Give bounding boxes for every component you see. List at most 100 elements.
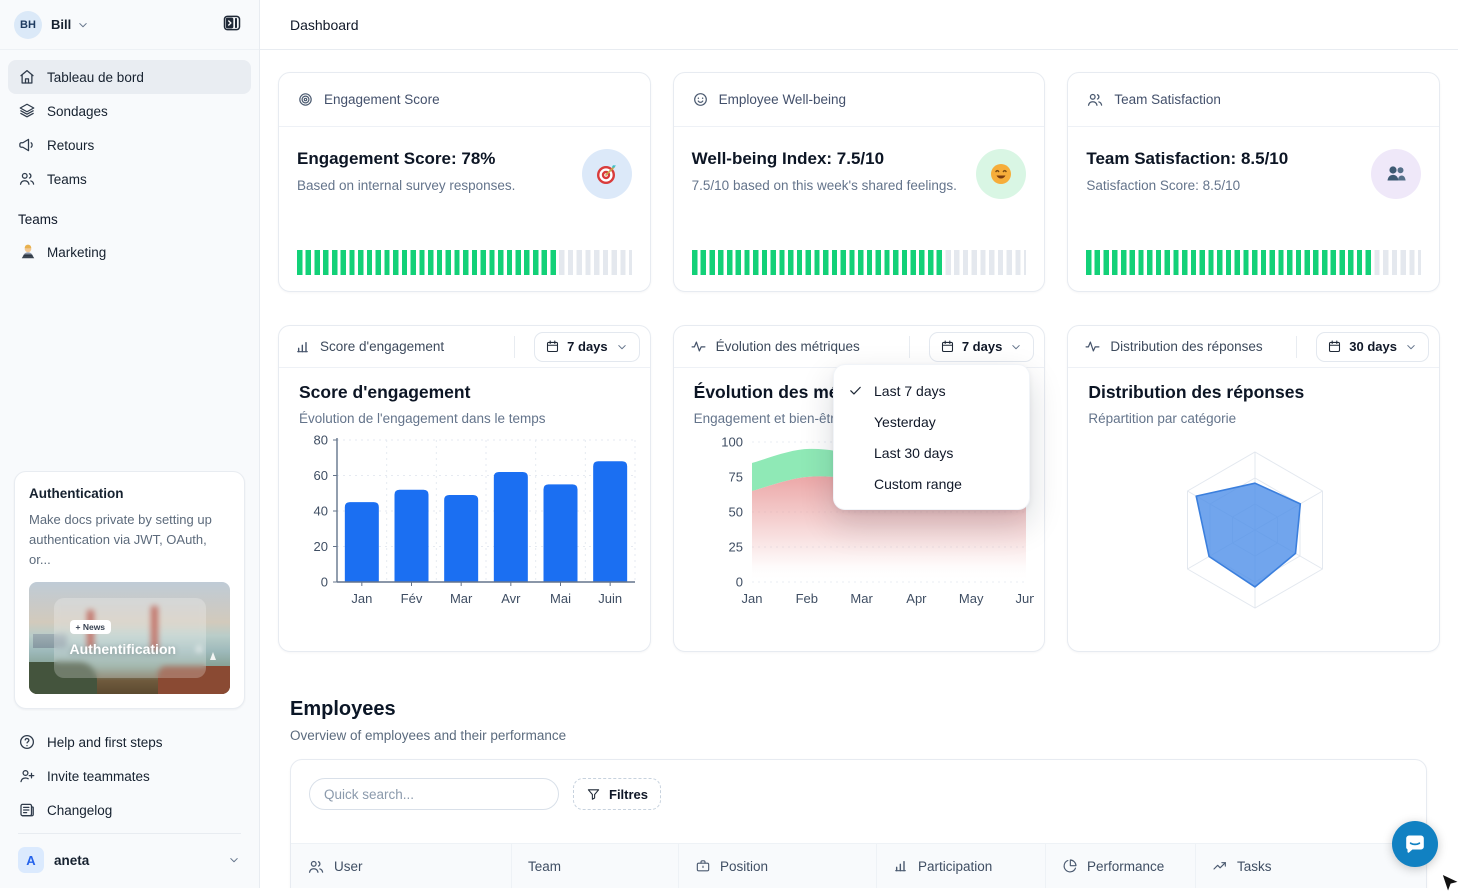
- svg-text:0: 0: [321, 575, 328, 590]
- sidebar-item-changelog[interactable]: Changelog: [8, 793, 251, 827]
- menu-item-last-7-days[interactable]: Last 7 days: [834, 375, 1029, 406]
- svg-text:Apr: Apr: [906, 591, 927, 606]
- sidebar-item-retours[interactable]: Retours: [8, 128, 251, 162]
- svg-text:Jun: Jun: [1015, 591, 1033, 606]
- user-avatar[interactable]: BH: [14, 10, 42, 39]
- stat-card-satisfaction: Team Satisfaction Team Satisfaction: 8.5…: [1067, 72, 1440, 292]
- home-icon: [18, 68, 36, 86]
- svg-text:50: 50: [728, 505, 742, 520]
- date-range-label: 7 days: [567, 339, 608, 354]
- svg-text:20: 20: [314, 539, 328, 554]
- check-icon: [848, 383, 874, 398]
- sidebar: BH Bill Tableau de bord Sondages Retours Te…: [0, 0, 260, 888]
- news-badge: + News: [69, 619, 112, 634]
- filters-button[interactable]: Filtres: [573, 778, 662, 810]
- chart-subtitle: Évolution de l'engagement dans le temps: [299, 411, 546, 426]
- user-name[interactable]: Bill: [51, 17, 72, 32]
- target-icon: [297, 91, 314, 108]
- chart-card-label: Score d'engagement: [320, 339, 445, 354]
- stat-card-header: Engagement Score: [324, 92, 440, 107]
- sidebar-item-tableau-de-bord[interactable]: Tableau de bord: [8, 60, 251, 94]
- bar-chart-icon: [295, 339, 311, 355]
- column-header-performance[interactable]: Performance: [1046, 844, 1196, 888]
- workspace-avatar: A: [18, 847, 44, 873]
- svg-text:Jan: Jan: [351, 591, 372, 606]
- svg-text:40: 40: [314, 504, 328, 519]
- activity-icon: [690, 338, 707, 355]
- people-icon: [307, 858, 325, 876]
- svg-text:75: 75: [728, 470, 742, 485]
- divider: [18, 833, 241, 834]
- column-header-user[interactable]: User: [291, 844, 512, 888]
- people-icon: [18, 170, 36, 188]
- date-range-button[interactable]: 7 days: [928, 331, 1035, 362]
- sidebar-item-teams[interactable]: Teams: [8, 162, 251, 196]
- divider: [514, 335, 516, 358]
- workspace-name: aneta: [54, 852, 90, 868]
- sidebar-item-help-and-first-steps[interactable]: Help and first steps: [8, 725, 251, 759]
- chat-bubble-icon: [1402, 831, 1428, 857]
- svg-text:Mar: Mar: [450, 591, 473, 606]
- busts-emoji-icon: [1370, 149, 1421, 199]
- promo-overlay-label: Authentification: [69, 640, 177, 657]
- stat-title: Team Satisfaction: 8.5/10: [1086, 149, 1289, 168]
- promo-image: + News Authentification: [29, 582, 230, 694]
- sidebar-item-sondages[interactable]: Sondages: [8, 94, 251, 128]
- table-header-row: User Team Position Participation Performance…: [291, 843, 1426, 888]
- chart-card-engagement-score: Score d'engagement 7 days Score d'engage…: [278, 325, 651, 652]
- svg-text:Juin: Juin: [598, 591, 622, 606]
- briefcase-icon: [695, 858, 711, 874]
- column-header-position[interactable]: Position: [679, 844, 877, 888]
- employees-title: Employees: [290, 698, 396, 720]
- sidebar-footer-nav: Help and first steps Invite teammates Chan…: [8, 725, 251, 827]
- column-header-participation[interactable]: Participation: [877, 844, 1046, 888]
- calendar-icon: [940, 339, 955, 354]
- sidebar-collapse-button[interactable]: [219, 12, 245, 38]
- sidebar-item-label: Teams: [47, 171, 87, 187]
- promo-card: Authentication Make docs private by sett…: [14, 470, 245, 709]
- column-header-label: Team: [528, 859, 562, 874]
- svg-text:60: 60: [314, 468, 328, 483]
- chart-subtitle: Engagement et bien-être: [693, 411, 843, 426]
- menu-item-label: Yesterday: [874, 413, 936, 430]
- sidebar-team-marketing[interactable]: Marketing: [8, 235, 251, 269]
- promo-body: Make docs private by setting up authenti…: [29, 511, 212, 567]
- menu-item-yesterday[interactable]: Yesterday: [834, 406, 1029, 437]
- funnel-icon: [586, 787, 601, 802]
- svg-text:Feb: Feb: [795, 591, 817, 606]
- chart-card-response-distribution: Distribution des réponses 30 days Distri…: [1067, 325, 1440, 652]
- column-header-label: User: [334, 859, 363, 874]
- sidebar-item-label: Marketing: [47, 244, 107, 260]
- chevron-down-icon: [1009, 340, 1023, 354]
- sidebar-item-invite-teammates[interactable]: Invite teammates: [8, 759, 251, 793]
- sidebar-item-label: Sondages: [47, 103, 108, 119]
- calendar-icon: [545, 339, 560, 354]
- sidebar-item-label: Retours: [47, 137, 95, 153]
- chat-launcher-button[interactable]: [1392, 821, 1438, 867]
- divider: [908, 335, 910, 358]
- menu-item-last-30-days[interactable]: Last 30 days: [834, 437, 1029, 468]
- date-range-button[interactable]: 30 days: [1316, 331, 1429, 362]
- search-input[interactable]: [309, 778, 559, 810]
- topbar: Dashboard: [260, 0, 1458, 50]
- people-icon: [1086, 91, 1104, 109]
- mouse-cursor: [1441, 873, 1458, 894]
- column-header-label: Tasks: [1237, 859, 1272, 874]
- stat-card-wellbeing: Employee Well-being Well-being Index: 7.…: [672, 72, 1046, 292]
- stat-card-header: Team Satisfaction: [1114, 92, 1221, 107]
- column-header-team[interactable]: Team: [512, 844, 679, 888]
- wellbeing-progress-bar: [691, 250, 1027, 275]
- workspace-switcher[interactable]: A aneta: [8, 840, 251, 880]
- date-range-button[interactable]: 7 days: [534, 331, 640, 362]
- chevron-down-icon[interactable]: [76, 18, 90, 32]
- svg-text:100: 100: [721, 435, 743, 450]
- person-plus-icon: [18, 767, 36, 785]
- sidebar-spacer: [0, 269, 259, 461]
- svg-text:80: 80: [314, 433, 328, 448]
- chart-title: Score d'engagement: [299, 382, 471, 402]
- pie-chart-icon: [1062, 858, 1078, 874]
- sidebar-header: BH Bill: [0, 0, 259, 50]
- column-header-label: Participation: [918, 859, 993, 874]
- column-header-tasks[interactable]: Tasks: [1196, 844, 1426, 888]
- menu-item-custom-range[interactable]: Custom range: [834, 468, 1029, 499]
